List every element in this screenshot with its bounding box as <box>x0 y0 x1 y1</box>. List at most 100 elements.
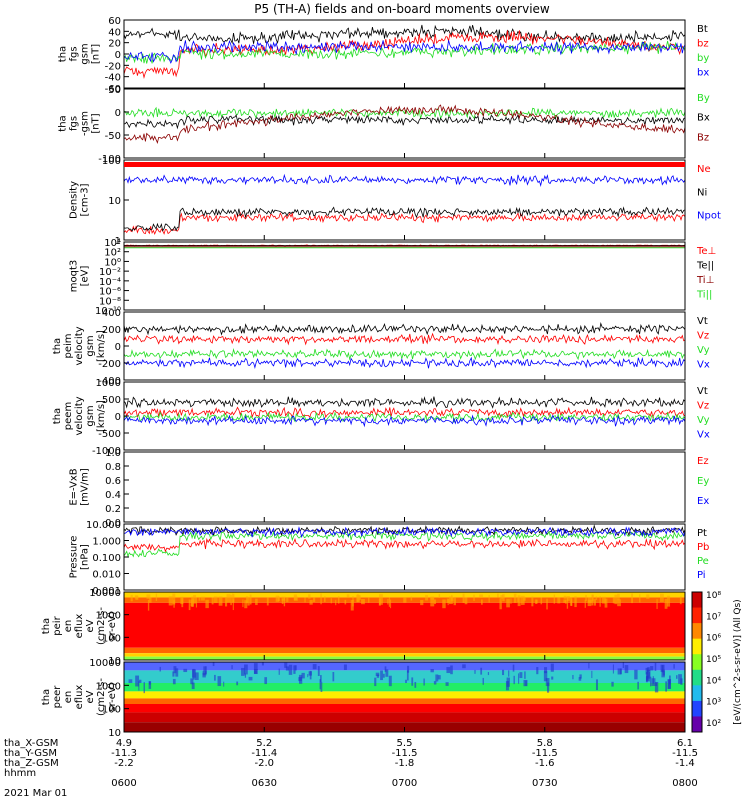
heatmap-texture <box>595 679 598 691</box>
ytick-label-fgs-5: -40 <box>105 73 121 84</box>
ephem-value-2-0: -2.2 <box>114 758 134 769</box>
ytick-label-fgs-0: 60 <box>108 16 121 27</box>
heatmap-texture <box>649 676 652 687</box>
ephem-value-2-4: -1.4 <box>675 758 695 769</box>
heatmap-texture <box>217 676 222 687</box>
heatmap-texture <box>241 667 245 676</box>
ylabel-peer-2: en <box>63 691 74 704</box>
heatmap-texture <box>513 593 517 603</box>
heatmap-texture <box>343 664 347 670</box>
ytick-label-density-2: 1 <box>115 236 121 247</box>
flag-bar <box>124 162 685 167</box>
panel-frame-temp <box>123 241 686 311</box>
heatmap-texture <box>665 681 668 692</box>
heatmap-texture <box>288 664 293 675</box>
heatmap-texture <box>634 669 638 680</box>
ytick-label-peim-2: 0 <box>115 342 121 353</box>
ytick-label-efield-3: 0.4 <box>105 490 121 501</box>
heatmap-texture <box>517 595 521 607</box>
colorbar-tick-5: 10³ <box>706 698 721 708</box>
heatmap-texture <box>423 678 425 686</box>
heatmap-texture <box>335 599 337 606</box>
ephem-value-1-2: -11.5 <box>392 748 418 759</box>
heatmap-texture <box>352 596 354 602</box>
heatmap-texture <box>617 599 621 607</box>
ytick-label-density-0: 100 <box>102 156 121 167</box>
heatmap-texture <box>563 595 567 599</box>
heatmap-texture <box>191 598 194 607</box>
heatmap-texture <box>406 670 409 681</box>
series-line-pressure-Pi <box>123 526 686 538</box>
legend-fgs-1: bz <box>697 39 709 50</box>
ylabel-fgs-3: [nT] <box>91 44 102 64</box>
heatmap-texture <box>656 599 658 609</box>
heatmap-texture <box>245 596 249 604</box>
heatmap-texture <box>593 598 596 606</box>
ylabel-efield-0: E=-VxB <box>69 468 80 505</box>
ytick-label-fgs_dsl-1: 0 <box>115 108 121 119</box>
heatmap-texture <box>624 665 629 674</box>
ylabel-peer-0: tha <box>41 689 52 705</box>
series-line-peem-Vy <box>123 411 686 424</box>
heatmap-texture <box>473 594 475 601</box>
heatmap-texture <box>572 674 574 680</box>
heatmap-texture <box>425 595 429 601</box>
ytick-label-peem-0: 1000 <box>96 378 121 389</box>
heatmap-texture <box>647 667 650 672</box>
date-label: 2021 Mar 01 <box>4 788 67 799</box>
ytick-label-temp-0: 10⁴ <box>104 238 121 249</box>
ytick-label-peim-1: 200 <box>102 325 121 336</box>
heatmap-texture <box>233 593 235 603</box>
ephem-value-0-0: 4.9 <box>116 738 132 749</box>
ylabel-peim-2: velocity <box>74 326 85 365</box>
ytick-label-efield-1: 0.8 <box>105 462 121 473</box>
ytick-label-temp-4: 10⁻⁴ <box>99 277 121 288</box>
colorbar-segment <box>692 716 702 733</box>
heatmap-texture <box>352 600 354 607</box>
heatmap-texture <box>462 664 466 669</box>
heatmap-texture <box>390 599 392 609</box>
heatmap-texture <box>435 674 439 682</box>
heatmap-texture <box>519 672 523 679</box>
ylabel-peim-1: peim <box>63 333 74 358</box>
heatmap-texture <box>172 678 176 685</box>
heatmap-texture <box>450 665 453 675</box>
ytick-label-pressure-1: 1.000 <box>92 537 121 548</box>
series-line-pressure-Pb <box>123 537 686 553</box>
heatmap-texture <box>261 662 264 666</box>
heatmap-texture <box>230 594 232 606</box>
heatmap-texture <box>244 673 247 678</box>
series-line-peem-Vt <box>123 396 686 409</box>
series-line-peim-Vt <box>123 322 686 336</box>
heatmap-texture <box>612 664 614 674</box>
colorbar-segment <box>692 638 702 655</box>
heatmap-texture <box>551 676 554 680</box>
colorbar-tick-1: 10⁷ <box>706 612 721 622</box>
time-label-1: 0630 <box>252 778 277 789</box>
heatmap-texture <box>242 599 244 608</box>
heatmap-texture <box>293 594 297 601</box>
heatmap-texture <box>195 597 198 608</box>
heatmap-texture <box>253 669 258 675</box>
colorbar-tick-0: 10⁸ <box>706 591 721 601</box>
heatmap-texture <box>181 596 184 608</box>
heatmap-texture <box>557 597 561 604</box>
heatmap-texture <box>378 598 381 606</box>
heatmap-texture <box>309 599 313 605</box>
ylabel-peir-3: eflux <box>74 614 85 639</box>
heatmap-texture <box>553 594 555 604</box>
ytick-label-peim-4: -400 <box>98 376 121 387</box>
heatmap-texture <box>146 594 151 599</box>
legend-fgs-3: bx <box>697 68 709 79</box>
heatmap-texture <box>654 682 659 693</box>
time-label-0: 0600 <box>111 778 136 789</box>
ylabel-density-0: Density <box>69 181 80 219</box>
heatmap-texture <box>188 599 191 611</box>
heatmap-texture <box>508 670 510 677</box>
ylabel-peer-6: sr-eV) <box>107 682 118 711</box>
ylabel-peir-5: (cm2-s- <box>96 607 107 645</box>
heatmap-texture <box>446 598 450 603</box>
heatmap-texture <box>175 668 179 677</box>
ylabel-temp-0: moqt3 <box>69 260 80 293</box>
